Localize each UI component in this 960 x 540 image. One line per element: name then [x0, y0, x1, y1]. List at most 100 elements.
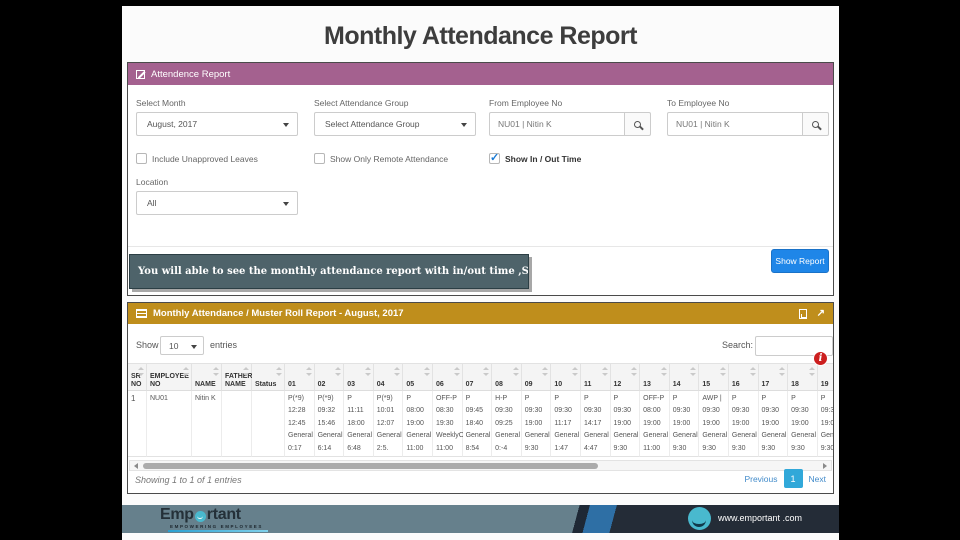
expand-icon[interactable]: ↗ — [816, 307, 825, 319]
tagline-underline — [168, 530, 268, 532]
header-day-column[interactable]: 09 — [521, 363, 552, 391]
day-hours-minutes: 4:47 — [583, 444, 598, 452]
attendance-group-dropdown[interactable]: Select Attendance Group — [314, 112, 476, 136]
export-file-icon[interactable] — [798, 308, 807, 319]
header-day-column[interactable]: 12 — [610, 363, 641, 391]
remote-attendance-checkbox[interactable] — [314, 153, 325, 164]
day-in-time: 09:30 — [791, 407, 809, 415]
header-day-column[interactable]: 07 — [462, 363, 493, 391]
day-column-cell: P 11:11 18:00 General 6:48 — [344, 391, 374, 457]
search-label: Search: — [722, 340, 754, 350]
sort-icon — [660, 367, 667, 376]
header-day-column[interactable]: 08 — [492, 363, 522, 391]
header-day-column[interactable]: 06 — [432, 363, 463, 391]
day-column-cell: P 09:30 19:00 General 9:30 — [521, 391, 552, 457]
header-sr-no[interactable]: SR NO — [128, 363, 147, 391]
muster-roll-panel-header: Monthly Attendance / Muster Roll Report … — [128, 303, 833, 324]
show-in-out-checkbox[interactable]: ✓ — [489, 152, 500, 164]
show-in-out-checkbox-row[interactable]: ✓ Show In / Out Time — [489, 152, 581, 164]
search-input[interactable] — [755, 336, 833, 356]
header-father-name-label: FATHER NAME — [225, 373, 253, 388]
header-status-label: Status — [255, 381, 277, 388]
logo-smiley-icon — [194, 510, 206, 522]
header-father-name[interactable]: FATHER NAME — [222, 363, 252, 391]
day-shift: General — [613, 432, 639, 440]
smiley-face-icon — [688, 507, 711, 530]
sort-icon — [719, 367, 726, 376]
header-day-column[interactable]: 19 — [817, 363, 833, 391]
header-day-column[interactable]: 04 — [373, 363, 404, 391]
header-employee-no[interactable]: EMPLOYEE NO — [147, 363, 192, 391]
header-day-column[interactable]: 11 — [580, 363, 611, 391]
day-out-time: 19:00 — [643, 419, 661, 427]
info-badge-icon[interactable]: i — [813, 351, 828, 366]
to-employee-value: NU01 | Nitin K — [676, 119, 730, 129]
day-in-time: 09:30 — [702, 407, 720, 415]
page-size-dropdown[interactable]: 10 — [160, 336, 204, 355]
sort-icon — [808, 367, 815, 376]
header-day-label: 17 — [761, 381, 770, 388]
current-page-button[interactable]: 1 — [783, 469, 803, 488]
to-employee-search-button[interactable] — [803, 112, 829, 136]
header-day-column[interactable]: 15 — [699, 363, 729, 391]
sort-icon — [631, 367, 638, 376]
header-day-label: 06 — [435, 381, 444, 388]
header-day-column[interactable]: 16 — [728, 363, 759, 391]
header-name[interactable]: NAME — [192, 363, 222, 391]
header-day-column[interactable]: 01 — [285, 363, 315, 391]
day-shift: General — [347, 432, 373, 440]
previous-page-button[interactable]: Previous — [744, 473, 778, 484]
header-day-column[interactable]: 03 — [344, 363, 374, 391]
muster-roll-panel-title: Monthly Attendance / Muster Roll Report … — [153, 308, 404, 319]
day-shift: General — [376, 432, 402, 440]
day-column-cell: OFF-P 08:30 19:30 WeeklyOff 11:00 — [432, 391, 468, 457]
chevron-down-icon — [191, 345, 197, 349]
day-status-value: P — [761, 395, 767, 402]
day-shift: General — [406, 432, 432, 440]
footer-band: Emp rtant EMPOWERING EMPLOYEES www.emport… — [122, 505, 839, 533]
header-day-column[interactable]: 18 — [788, 363, 818, 391]
next-page-button[interactable]: Next — [808, 473, 826, 484]
scrollbar-thumb[interactable] — [143, 462, 598, 469]
header-day-label: 16 — [731, 381, 740, 388]
include-unapproved-checkbox-row[interactable]: Include Unapproved Leaves — [136, 153, 258, 164]
to-employee-input[interactable]: NU01 | Nitin K — [667, 112, 803, 136]
muster-table: SR NO EMPLOYEE NO NAME FATHER NAME Statu… — [128, 363, 833, 457]
sort-icon — [305, 367, 312, 376]
day-hours-minutes: 2:5. — [376, 444, 389, 452]
day-column-cell: P 08:00 19:00 General 11:00 — [403, 391, 433, 457]
remote-attendance-checkbox-row[interactable]: Show Only Remote Attendance — [314, 153, 448, 164]
day-status-value: P(*9) — [288, 395, 304, 402]
day-out-time: 11:17 — [554, 419, 572, 427]
day-out-time: 19:00 — [702, 419, 720, 427]
show-report-button[interactable]: Show Report — [771, 249, 829, 273]
from-employee-input[interactable]: NU01 | Nitin K — [489, 112, 625, 136]
logo-tagline: EMPOWERING EMPLOYEES — [170, 524, 264, 529]
location-dropdown[interactable]: All — [136, 191, 298, 215]
from-employee-search-button[interactable] — [625, 112, 651, 136]
scroll-left-icon[interactable] — [134, 463, 138, 469]
horizontal-scrollbar[interactable] — [129, 460, 832, 471]
include-unapproved-checkbox[interactable] — [136, 153, 147, 164]
day-in-time: 08:30 — [435, 407, 454, 415]
logo-text-left: Emp — [160, 506, 194, 523]
sort-icon — [571, 367, 578, 376]
day-column-cell: P(*9) 09:32 15:46 General 6:14 — [314, 391, 345, 457]
sort-icon — [138, 367, 144, 376]
header-day-column[interactable]: 17 — [758, 363, 789, 391]
day-hours-minutes: 6:14 — [317, 444, 332, 452]
header-status[interactable]: Status — [252, 363, 285, 391]
day-in-time: 09:30 — [613, 407, 632, 415]
scroll-right-icon[interactable] — [823, 463, 827, 469]
select-month-dropdown[interactable]: August, 2017 — [136, 112, 298, 136]
header-day-label: 19 — [820, 381, 829, 388]
header-day-column[interactable]: 13 — [640, 363, 670, 391]
header-day-column[interactable]: 10 — [551, 363, 581, 391]
header-day-column[interactable]: 02 — [314, 363, 345, 391]
cell-sr-no: 1 — [128, 391, 147, 457]
search-icon — [812, 120, 819, 128]
header-day-column[interactable]: 14 — [669, 363, 700, 391]
day-out-time: 18:00 — [347, 419, 365, 427]
header-day-column[interactable]: 05 — [403, 363, 433, 391]
attendance-group-value: Select Attendance Group — [325, 119, 420, 129]
